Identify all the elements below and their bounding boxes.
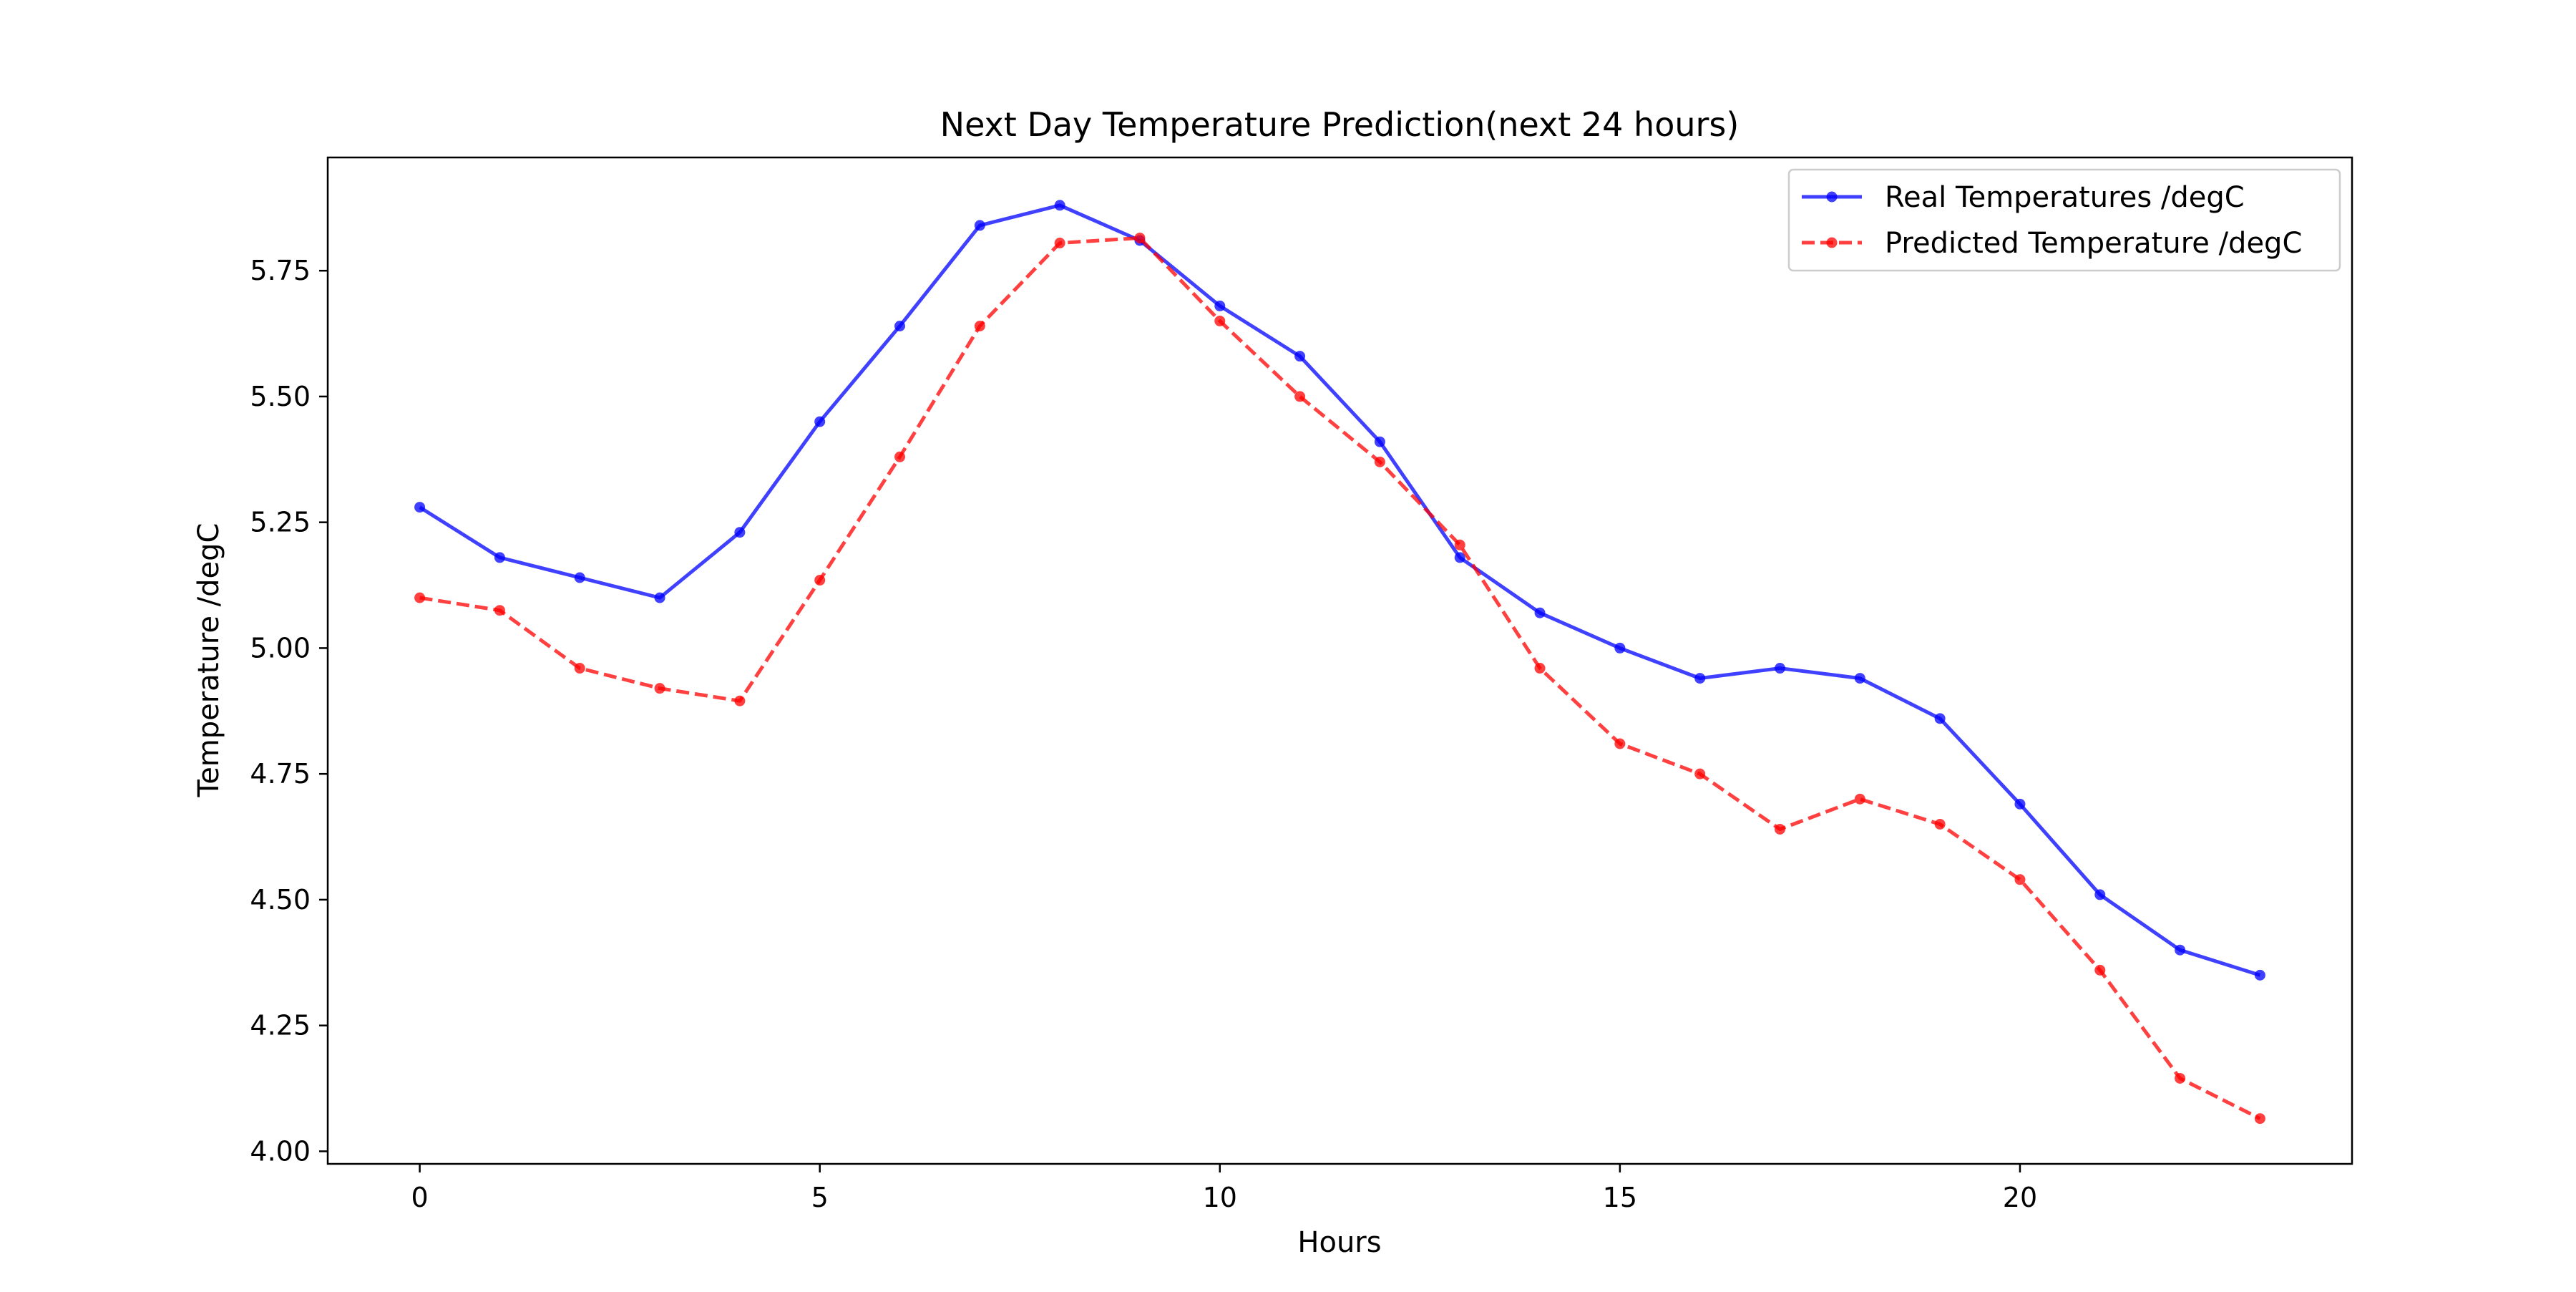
data-point-series-1 — [2254, 1113, 2265, 1125]
y-tick-label: 5.50 — [250, 381, 311, 412]
data-point-series-0 — [1614, 642, 1626, 654]
data-point-series-0 — [494, 552, 505, 563]
legend-label-0: Real Temperatures /degC — [1885, 181, 2245, 214]
data-point-series-1 — [1775, 824, 1785, 835]
data-point-series-1 — [1134, 232, 1146, 243]
data-point-series-1 — [734, 695, 746, 706]
data-point-series-0 — [1214, 300, 1226, 311]
data-point-series-0 — [1694, 673, 1706, 684]
axes-frame — [326, 156, 2353, 1165]
x-tick-label: 10 — [1203, 1182, 1237, 1213]
data-point-series-1 — [814, 575, 826, 586]
data-point-series-0 — [1534, 607, 1546, 618]
data-point-series-1 — [1374, 456, 1385, 467]
data-point-series-1 — [1614, 738, 1626, 749]
series-line-0 — [419, 203, 2261, 977]
data-point-series-1 — [1934, 818, 1946, 830]
x-tick-label: 5 — [811, 1182, 829, 1213]
data-point-series-1 — [414, 592, 426, 603]
data-point-series-1 — [2014, 874, 2026, 885]
data-point-series-0 — [814, 416, 826, 427]
y-tick-label: 4.50 — [250, 884, 311, 915]
data-point-series-0 — [974, 220, 985, 231]
y-tick-label: 4.75 — [250, 758, 311, 790]
data-point-series-1 — [1534, 663, 1546, 674]
data-point-series-0 — [574, 572, 585, 583]
data-point-series-1 — [1694, 768, 1706, 779]
data-point-series-1 — [1454, 539, 1465, 550]
plot-area: 0 5 10 15 20 4.00 4.25 4.50 4.75 5.00 5.25 5.50 5.75 — [250, 200, 2265, 1213]
data-point-series-0 — [1294, 351, 1306, 362]
y-axis-label: Temperature /degC — [192, 523, 225, 798]
data-point-series-1 — [1294, 391, 1306, 402]
data-point-series-1 — [2175, 1072, 2186, 1084]
chart-title: Next Day Temperature Prediction(next 24 … — [940, 105, 1740, 144]
data-point-series-1 — [494, 605, 505, 616]
data-point-series-0 — [2014, 798, 2026, 810]
data-point-series-1 — [1214, 315, 1226, 326]
series-line-1 — [419, 235, 2261, 1120]
data-point-series-0 — [734, 527, 746, 538]
x-axis-label: Hours — [1297, 1226, 1381, 1259]
data-point-series-1 — [1854, 793, 1865, 805]
legend-box — [1787, 168, 2341, 272]
data-point-series-0 — [654, 592, 665, 603]
data-point-series-0 — [894, 321, 905, 332]
x-tick-label: 20 — [2003, 1182, 2037, 1213]
data-point-series-0 — [414, 502, 426, 513]
data-point-series-0 — [2175, 944, 2186, 956]
y-tick-label: 5.25 — [250, 507, 311, 538]
legend-marker-1 — [1826, 237, 1838, 248]
data-point-series-1 — [2094, 964, 2106, 976]
x-tick-label: 0 — [411, 1182, 428, 1213]
y-tick-label: 4.00 — [250, 1135, 311, 1167]
data-point-series-1 — [894, 451, 905, 462]
data-point-series-1 — [574, 663, 585, 674]
legend: Real Temperatures /degC Predicted Tempera… — [1787, 168, 2341, 272]
data-point-series-0 — [2254, 969, 2265, 981]
data-point-series-0 — [2094, 889, 2106, 900]
y-tick-label: 5.75 — [250, 255, 311, 286]
y-tick-label: 4.25 — [250, 1010, 311, 1041]
data-point-series-0 — [1454, 552, 1465, 563]
data-point-series-0 — [1775, 663, 1785, 674]
data-point-series-0 — [1374, 436, 1385, 447]
x-tick-label: 15 — [1603, 1182, 1637, 1213]
data-point-series-0 — [1854, 673, 1865, 684]
data-point-series-1 — [654, 683, 665, 694]
data-point-series-1 — [1054, 238, 1065, 249]
y-tick-label: 5.00 — [250, 632, 311, 664]
legend-label-1: Predicted Temperature /degC — [1885, 227, 2302, 260]
legend-marker-0 — [1826, 191, 1838, 203]
data-point-series-0 — [1934, 713, 1946, 724]
data-point-series-1 — [974, 321, 985, 332]
data-point-series-0 — [1054, 200, 1065, 211]
